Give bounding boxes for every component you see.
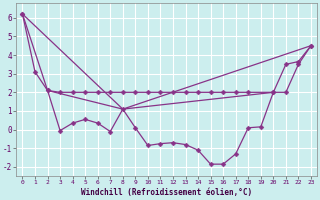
X-axis label: Windchill (Refroidissement éolien,°C): Windchill (Refroidissement éolien,°C) <box>81 188 252 197</box>
